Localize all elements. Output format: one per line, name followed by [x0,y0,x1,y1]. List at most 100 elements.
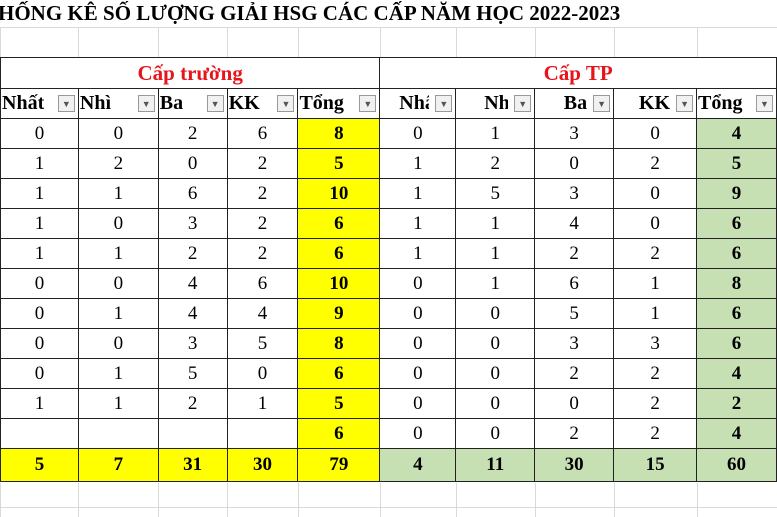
table-cell[interactable]: 8 [297,118,381,149]
column-header[interactable]: Nhất ▼ [0,88,79,119]
table-cell[interactable]: 6 [297,238,381,269]
table-cell[interactable]: 4 [534,208,615,239]
table-cell[interactable]: 5 [226,328,299,359]
table-cell[interactable]: 6 [297,418,381,449]
filter-dropdown-icon[interactable]: ▼ [435,95,453,112]
table-cell[interactable]: 1 [0,148,79,179]
table-cell[interactable]: 0 [379,268,457,299]
table-cell[interactable]: 1 [455,238,536,269]
table-cell[interactable]: 0 [0,358,79,389]
table-cell[interactable]: 3 [534,328,615,359]
table-cell[interactable]: 2 [534,358,615,389]
column-header[interactable]: Nhất ▼ [379,88,457,119]
table-cell[interactable]: 3 [157,328,228,359]
filter-dropdown-icon[interactable]: ▼ [593,95,611,112]
total-cell[interactable]: 15 [613,448,698,482]
table-cell[interactable]: 0 [0,118,79,149]
filter-dropdown-icon[interactable]: ▼ [514,95,532,112]
table-cell[interactable]: 4 [226,298,299,329]
table-cell[interactable]: 0 [77,268,159,299]
table-cell[interactable]: 1 [0,238,79,269]
column-header[interactable]: Nhì ▼ [455,88,536,119]
table-cell[interactable]: 6 [696,328,777,359]
total-cell[interactable]: 5 [0,448,79,482]
table-cell[interactable]: 6 [226,118,299,149]
table-cell[interactable]: 0 [0,328,79,359]
table-cell[interactable]: 0 [613,208,698,239]
table-cell[interactable]: 4 [696,358,777,389]
table-cell[interactable]: 0 [379,298,457,329]
table-cell[interactable]: 0 [613,118,698,149]
total-cell[interactable]: 30 [226,448,299,482]
table-cell[interactable]: 2 [613,238,698,269]
table-cell[interactable]: 0 [77,328,159,359]
column-header[interactable]: Tổng ▼ [297,88,381,119]
table-cell[interactable]: 6 [696,298,777,329]
table-cell[interactable]: 3 [613,328,698,359]
table-cell[interactable]: 0 [379,418,457,449]
table-cell[interactable]: 0 [613,178,698,209]
table-cell[interactable]: 8 [696,268,777,299]
table-cell[interactable]: 0 [455,298,536,329]
table-cell[interactable]: 0 [77,118,159,149]
table-cell[interactable]: 0 [379,358,457,389]
table-cell[interactable]: 0 [534,388,615,419]
filter-dropdown-icon[interactable]: ▼ [756,95,773,112]
table-cell[interactable]: 6 [297,358,381,389]
column-header[interactable]: Ba ▼ [157,88,228,119]
table-cell[interactable]: 6 [157,178,228,209]
column-header[interactable]: KK ▼ [226,88,299,119]
table-cell[interactable]: 1 [379,208,457,239]
table-cell[interactable]: 2 [157,238,228,269]
filter-dropdown-icon[interactable]: ▼ [206,95,224,112]
table-cell[interactable] [157,418,228,449]
filter-dropdown-icon[interactable]: ▼ [676,95,694,112]
column-header[interactable]: KK ▼ [613,88,698,119]
table-cell[interactable]: 2 [226,148,299,179]
table-cell[interactable]: 10 [297,268,381,299]
table-cell[interactable]: 2 [157,118,228,149]
table-cell[interactable]: 5 [157,358,228,389]
table-cell[interactable]: 2 [534,418,615,449]
table-cell[interactable]: 0 [379,118,457,149]
table-cell[interactable]: 2 [534,238,615,269]
table-cell[interactable]: 1 [0,208,79,239]
table-cell[interactable]: 0 [0,298,79,329]
filter-dropdown-icon[interactable]: ▼ [359,95,377,112]
table-cell[interactable]: 1 [455,118,536,149]
table-cell[interactable]: 6 [696,238,777,269]
total-cell[interactable]: 11 [455,448,536,482]
table-cell[interactable]: 4 [157,298,228,329]
table-cell[interactable] [0,418,79,449]
total-cell[interactable]: 7 [77,448,159,482]
table-cell[interactable]: 6 [226,268,299,299]
table-cell[interactable]: 0 [77,208,159,239]
table-cell[interactable]: 1 [379,178,457,209]
table-cell[interactable]: 2 [226,208,299,239]
table-cell[interactable]: 6 [696,208,777,239]
table-cell[interactable]: 5 [534,298,615,329]
table-cell[interactable]: 2 [226,238,299,269]
table-cell[interactable]: 1 [77,298,159,329]
table-cell[interactable]: 5 [297,148,381,179]
table-cell[interactable]: 1 [0,178,79,209]
table-cell[interactable]: 5 [297,388,381,419]
table-cell[interactable]: 2 [226,178,299,209]
table-cell[interactable] [226,418,299,449]
table-cell[interactable]: 2 [613,358,698,389]
table-cell[interactable]: 0 [455,358,536,389]
table-cell[interactable]: 9 [297,298,381,329]
table-cell[interactable]: 0 [534,148,615,179]
table-cell[interactable]: 4 [696,418,777,449]
table-cell[interactable]: 0 [455,328,536,359]
table-cell[interactable]: 3 [157,208,228,239]
table-cell[interactable]: 2 [613,388,698,419]
table-cell[interactable]: 4 [696,118,777,149]
table-cell[interactable]: 2 [157,388,228,419]
filter-dropdown-icon[interactable]: ▼ [137,95,155,112]
total-cell[interactable]: 79 [297,448,381,482]
table-cell[interactable]: 0 [379,388,457,419]
total-cell[interactable]: 60 [696,448,777,482]
table-cell[interactable] [77,418,159,449]
table-cell[interactable]: 0 [379,328,457,359]
